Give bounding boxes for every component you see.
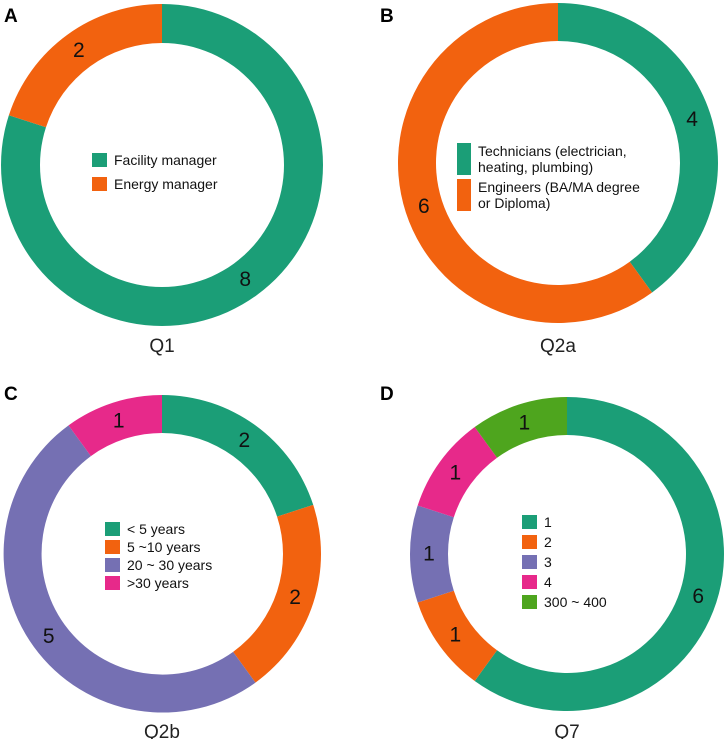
slice-value-label: 1 — [450, 461, 462, 484]
panel-letter: B — [380, 6, 394, 27]
legend-label: Technicians (electrician, — [478, 143, 627, 159]
legend-label: 300 ~ 400 — [544, 594, 607, 610]
legend-swatch — [92, 153, 107, 167]
legend-label: 2 — [544, 534, 552, 550]
legend-swatch — [105, 576, 120, 590]
legend-swatch — [522, 515, 537, 529]
legend-swatch — [522, 575, 537, 589]
panel-c: 2 2 5 1 < 5 years 5 ~10 years 20 ~ 30 years >30… — [3, 384, 322, 739]
legend-label: Facility manager — [114, 152, 217, 168]
chart-title: Q1 — [149, 336, 174, 357]
slice-value-label: 1 — [423, 543, 435, 566]
legend-swatch — [105, 522, 120, 536]
legend-label: or Diploma) — [478, 195, 550, 211]
legend-label: < 5 years — [127, 521, 185, 537]
legend-label: 4 — [544, 574, 552, 590]
donut-slice — [162, 395, 314, 517]
legend-label: 20 ~ 30 years — [127, 557, 212, 573]
panel-b: 4 6 Technicians (electrician,heating, plum… — [380, 3, 719, 357]
slice-value-label: 6 — [692, 585, 704, 608]
legend-swatch — [522, 555, 537, 569]
panel-letter: D — [380, 384, 394, 405]
chart-title: Q2a — [540, 336, 576, 357]
slice-value-label: 1 — [450, 624, 462, 647]
legend: Facility manager Energy manager — [92, 152, 218, 192]
slice-value-label: 2 — [73, 39, 85, 62]
slice-value-label: 2 — [289, 586, 301, 609]
donut-slice — [417, 590, 498, 682]
legend-label: 1 — [544, 514, 552, 530]
legend-label: Engineers (BA/MA degree — [478, 179, 640, 195]
legend: Technicians (electrician,heating, plumbi… — [457, 143, 640, 211]
slice-value-label: 1 — [113, 409, 125, 432]
slice-value-label: 2 — [238, 429, 250, 452]
donut-slice — [409, 505, 454, 603]
donut-slice — [474, 397, 724, 711]
legend-label: 5 ~10 years — [127, 539, 201, 555]
panel-d: 6 1 1 1 1 1 2 3 4 300 ~ 400 D Q7 — [380, 384, 724, 739]
chart-title: Q7 — [554, 722, 579, 739]
donut-slice — [558, 3, 719, 293]
donut-slice — [417, 426, 498, 518]
legend-swatch — [522, 595, 537, 609]
legend-swatch — [92, 177, 107, 191]
donut-slice — [68, 395, 162, 457]
legend-swatch — [457, 143, 471, 175]
panel-a: 8 2 Facility manager Energy manager A Q1 — [1, 4, 324, 357]
donut-slice — [398, 3, 653, 323]
legend: 1 2 3 4 300 ~ 400 — [522, 514, 607, 610]
slice-value-label: 5 — [43, 625, 55, 648]
donut-slice — [474, 397, 567, 458]
panel-letter: C — [4, 384, 18, 405]
donut-slice — [233, 504, 322, 683]
legend: < 5 years 5 ~10 years 20 ~ 30 years >30 yea… — [105, 521, 212, 591]
slice-value-label: 8 — [239, 268, 251, 291]
slice-value-label: 4 — [686, 108, 698, 131]
legend-label: Energy manager — [114, 176, 218, 192]
legend-label: heating, plumbing) — [478, 159, 593, 175]
slice-value-label: 1 — [519, 411, 531, 434]
legend-swatch — [105, 540, 120, 554]
panel-letter: A — [4, 6, 18, 27]
legend-swatch — [457, 179, 471, 211]
donut-slice — [8, 4, 162, 128]
legend-swatch — [105, 558, 120, 572]
legend-label: >30 years — [127, 575, 189, 591]
legend-swatch — [522, 535, 537, 549]
chart-title: Q2b — [144, 722, 180, 739]
slice-value-label: 6 — [418, 195, 430, 218]
donut-slice — [3, 425, 256, 713]
legend-label: 3 — [544, 554, 552, 570]
